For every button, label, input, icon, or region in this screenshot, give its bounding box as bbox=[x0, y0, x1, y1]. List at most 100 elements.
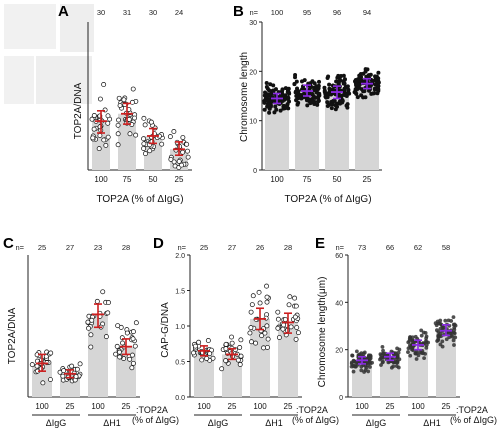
data-point bbox=[77, 361, 83, 367]
data-point bbox=[61, 368, 67, 374]
data-point bbox=[356, 77, 361, 82]
data-point bbox=[205, 338, 211, 343]
data-point bbox=[349, 361, 354, 366]
n-value-label: 94 bbox=[363, 8, 371, 17]
data-point bbox=[196, 339, 202, 345]
data-point bbox=[341, 73, 346, 78]
data-point bbox=[132, 343, 138, 349]
data-point bbox=[322, 89, 327, 94]
y-tick-label: 0.0 bbox=[175, 395, 185, 402]
data-point bbox=[315, 87, 320, 92]
data-point bbox=[322, 85, 327, 90]
data-point bbox=[223, 346, 229, 352]
y-tick-label: 2.0 bbox=[175, 253, 185, 260]
data-point bbox=[363, 364, 368, 368]
data-point bbox=[115, 122, 121, 128]
thumb-tile-4 bbox=[36, 56, 92, 104]
x-tick-label: 25 bbox=[175, 175, 184, 184]
data-point bbox=[180, 135, 186, 140]
data-point bbox=[324, 95, 329, 100]
data-point bbox=[199, 357, 205, 363]
data-point bbox=[396, 365, 401, 370]
data-point bbox=[305, 103, 310, 108]
data-point bbox=[294, 325, 300, 331]
data-point bbox=[325, 103, 330, 108]
data-point bbox=[262, 330, 268, 336]
data-point bbox=[349, 364, 354, 369]
n-value-label: 66 bbox=[386, 243, 394, 252]
data-point bbox=[264, 283, 269, 289]
data-point bbox=[235, 357, 241, 363]
data-point bbox=[281, 322, 287, 328]
plots-layer: 100 30 75 31 50 30 25 24 0 10 20 30 100 100 75 95 50 96 25… bbox=[15, 8, 460, 428]
data-point bbox=[342, 88, 347, 93]
n-value-label: 58 bbox=[442, 243, 450, 252]
data-point bbox=[284, 105, 289, 110]
group-label: ΔH1 bbox=[103, 418, 121, 428]
data-point bbox=[237, 362, 243, 367]
y-tick-label: 40 bbox=[335, 300, 343, 307]
data-point bbox=[407, 339, 412, 344]
data-point bbox=[392, 360, 397, 365]
data-point bbox=[359, 75, 364, 80]
data-point bbox=[450, 334, 455, 339]
data-point bbox=[43, 353, 49, 359]
y-tick-label: 60 bbox=[335, 253, 343, 260]
data-point bbox=[286, 86, 291, 91]
y-tick-label: 30 bbox=[249, 20, 257, 27]
data-point bbox=[264, 323, 270, 329]
panel-letter-b: B bbox=[233, 3, 244, 20]
data-point bbox=[116, 95, 122, 101]
data-point bbox=[292, 82, 297, 87]
n-value-label: 24 bbox=[175, 8, 183, 17]
data-point bbox=[294, 79, 299, 84]
n-prefix-label: n= bbox=[249, 8, 258, 17]
data-point bbox=[250, 293, 256, 299]
data-point bbox=[302, 78, 307, 83]
data-point bbox=[132, 115, 138, 121]
x-tick-label: 100 bbox=[355, 402, 369, 411]
data-point bbox=[286, 302, 292, 308]
data-point bbox=[248, 339, 254, 345]
data-point bbox=[74, 366, 80, 372]
data-point bbox=[452, 343, 456, 347]
data-point bbox=[316, 95, 321, 100]
data-point bbox=[438, 321, 443, 326]
data-point bbox=[192, 343, 198, 349]
data-point bbox=[91, 126, 97, 132]
data-point bbox=[363, 67, 368, 72]
n-value-label: 23 bbox=[94, 243, 102, 252]
panel-a-plot: 100 30 75 31 50 30 25 24 bbox=[87, 8, 192, 184]
bar bbox=[250, 318, 270, 397]
data-point bbox=[310, 96, 315, 101]
data-point bbox=[89, 116, 95, 122]
data-point bbox=[342, 81, 347, 86]
data-point bbox=[204, 356, 210, 361]
y-tick-label: 0.5 bbox=[175, 360, 185, 367]
data-point bbox=[285, 90, 290, 95]
data-point bbox=[380, 360, 385, 365]
data-point bbox=[406, 346, 411, 351]
data-point bbox=[259, 333, 265, 339]
panel-e-plot: 0 20 40 60 100 73 25 66 100 62 25 58 n= ΔIgG ΔH1 bbox=[335, 243, 460, 428]
data-point bbox=[368, 365, 372, 369]
data-point bbox=[444, 337, 449, 342]
data-point bbox=[293, 336, 299, 342]
data-point bbox=[103, 142, 109, 148]
data-point bbox=[89, 317, 95, 323]
data-point bbox=[130, 329, 136, 335]
data-point bbox=[356, 86, 361, 91]
data-point bbox=[120, 340, 125, 346]
data-point bbox=[100, 289, 106, 295]
data-point bbox=[368, 353, 373, 358]
data-point bbox=[408, 353, 413, 358]
data-point bbox=[229, 334, 234, 340]
data-point bbox=[354, 349, 359, 354]
data-point bbox=[353, 81, 358, 86]
data-point bbox=[292, 295, 298, 301]
data-point bbox=[374, 74, 379, 79]
data-point bbox=[147, 148, 153, 154]
data-point bbox=[310, 79, 315, 84]
data-point bbox=[413, 334, 418, 339]
data-point bbox=[416, 353, 421, 358]
